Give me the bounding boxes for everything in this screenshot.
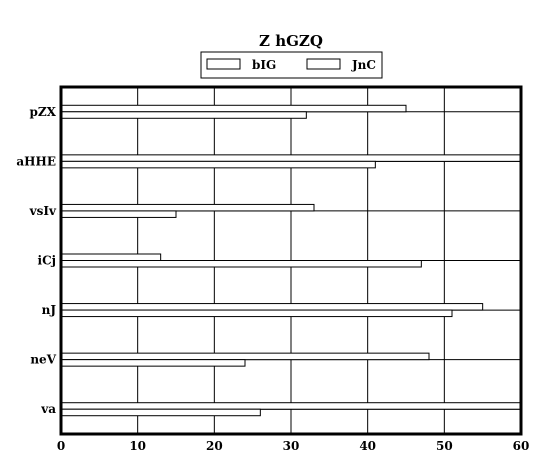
bar-jnc-nJ bbox=[60, 309, 453, 318]
bar-big-iCj bbox=[60, 253, 162, 261]
bar-jnc-va bbox=[60, 408, 261, 417]
y-tick-label-0: pZX bbox=[30, 105, 57, 119]
bar-big-neV bbox=[60, 352, 430, 361]
bar-jnc-vsIv bbox=[60, 210, 177, 218]
y-tick-label-1: aHHE bbox=[16, 154, 56, 168]
plot-frame bbox=[59, 85, 523, 436]
x-tick-label-5: 50 bbox=[436, 439, 453, 453]
y-tick-label-3: iCj bbox=[38, 254, 56, 268]
x-tick-label-1: 10 bbox=[129, 439, 146, 453]
y-tick-label-2: vsIv bbox=[29, 204, 57, 218]
y-tick-label-5: neV bbox=[30, 353, 56, 367]
legend-swatch-jnc bbox=[306, 58, 341, 70]
chart-title: Z hGZQ bbox=[259, 32, 323, 50]
bar-big-nJ bbox=[60, 303, 484, 311]
bar-jnc-iCj bbox=[60, 260, 422, 268]
x-tick-label-2: 20 bbox=[206, 439, 223, 453]
bar-jnc-pZX bbox=[60, 111, 307, 119]
legend: bIG JnC bbox=[200, 51, 383, 79]
legend-label-jnc: JnC bbox=[351, 58, 376, 72]
x-tick-labels: 0 10 20 30 40 50 60 bbox=[57, 439, 530, 453]
bar-big-aHHE bbox=[60, 154, 522, 162]
y-tick-label-6: va bbox=[40, 402, 56, 416]
bar-big-pZX bbox=[60, 104, 407, 113]
x-tick-label-4: 40 bbox=[359, 439, 376, 453]
legend-label-big: bIG bbox=[252, 58, 276, 72]
bar-big-vsIv bbox=[60, 203, 315, 212]
legend-swatch-big bbox=[206, 58, 241, 70]
x-tick-label-6: 60 bbox=[513, 439, 530, 453]
x-tick-label-3: 30 bbox=[283, 439, 300, 453]
x-tick-label-0: 0 bbox=[57, 439, 65, 453]
y-tick-label-4: nJ bbox=[42, 303, 57, 317]
y-tick-labels: pZX aHHE vsIv iCj nJ neV va bbox=[16, 105, 57, 416]
bar-jnc-aHHE bbox=[60, 160, 376, 169]
bar-jnc-neV bbox=[60, 359, 246, 367]
bar-big-va bbox=[60, 402, 522, 410]
